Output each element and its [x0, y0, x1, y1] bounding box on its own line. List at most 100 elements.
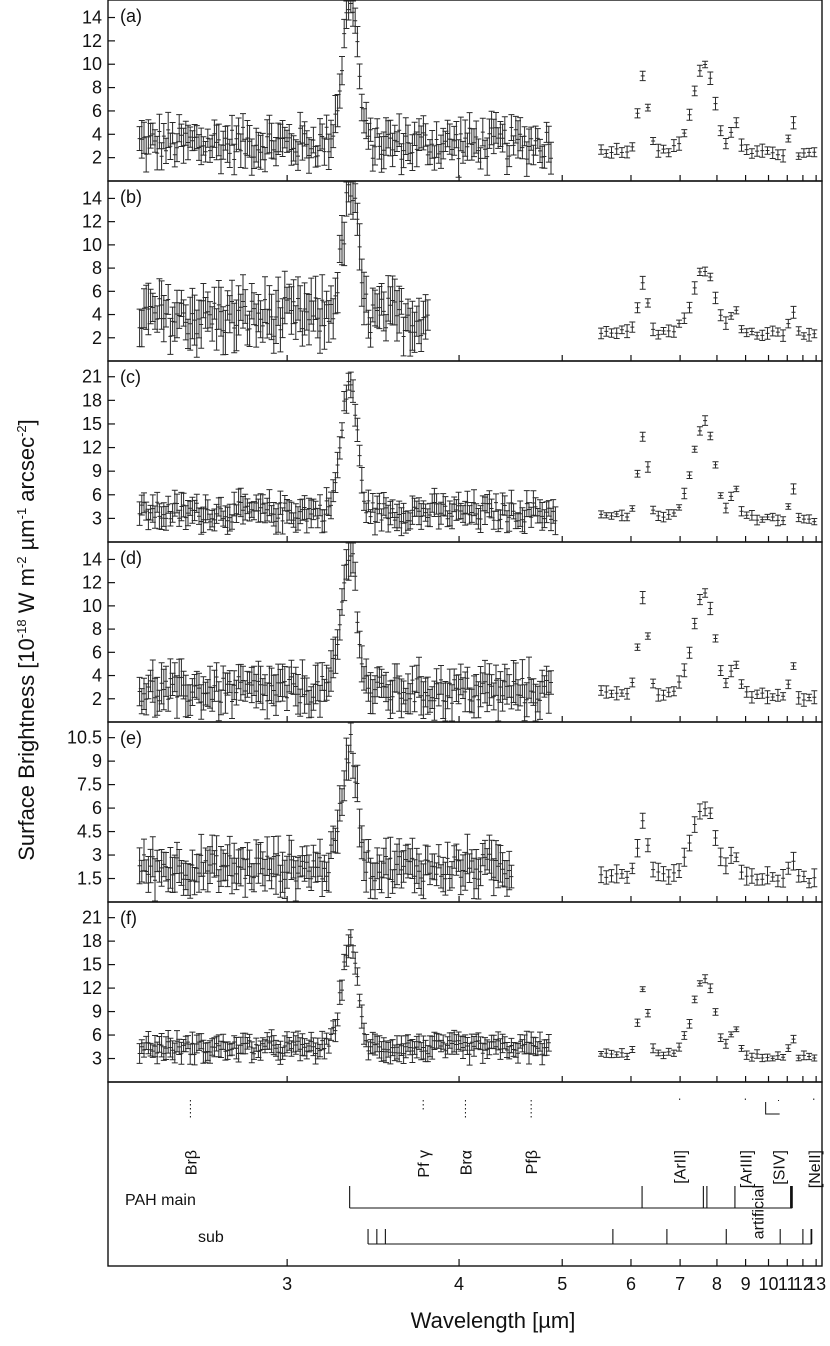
data-point — [323, 861, 330, 891]
data-point — [608, 512, 615, 520]
data-point — [769, 1055, 776, 1062]
data-point — [795, 326, 802, 336]
data-point — [176, 849, 183, 883]
panel-label: (f) — [120, 908, 137, 928]
data-point — [545, 125, 552, 163]
series-f — [136, 929, 818, 1066]
data-point — [733, 660, 740, 669]
data-point — [650, 322, 657, 337]
data-point — [266, 665, 273, 701]
data-point — [440, 493, 447, 516]
data-point — [191, 294, 198, 346]
data-point — [224, 1041, 231, 1060]
data-point — [613, 686, 620, 701]
data-point — [147, 848, 154, 884]
data-point — [354, 967, 361, 986]
data-point — [343, 181, 350, 217]
data-point — [251, 145, 257, 169]
data-point — [273, 137, 279, 167]
data-point — [402, 687, 409, 713]
data-point — [369, 1031, 376, 1054]
data-point — [398, 288, 405, 315]
data-point — [506, 850, 513, 891]
data-point — [292, 139, 299, 165]
data-point — [539, 502, 546, 531]
data-point — [143, 284, 150, 330]
data-point — [264, 119, 271, 155]
data-point — [284, 855, 290, 889]
data-point — [728, 1031, 735, 1038]
data-point — [389, 1039, 396, 1057]
data-point — [224, 125, 231, 163]
data-point — [277, 123, 284, 153]
data-point — [213, 662, 220, 692]
data-point — [429, 686, 436, 709]
data-point — [259, 494, 266, 514]
data-point — [506, 502, 513, 532]
data-point — [634, 1018, 641, 1027]
data-point — [220, 849, 227, 882]
data-point — [325, 497, 332, 516]
data-point — [277, 668, 284, 697]
data-point — [317, 684, 323, 718]
data-point — [297, 1037, 304, 1062]
data-point — [764, 513, 771, 521]
data-point — [624, 512, 631, 522]
data-point — [295, 276, 301, 321]
data-point — [176, 114, 183, 143]
data-point — [136, 501, 143, 526]
data-point — [165, 686, 172, 712]
data-point — [277, 1040, 284, 1065]
data-point — [279, 1046, 286, 1060]
data-point — [149, 122, 156, 146]
data-point — [722, 1038, 729, 1049]
data-point — [598, 510, 605, 519]
data-point — [440, 682, 447, 719]
data-point — [418, 860, 425, 896]
data-point — [378, 1041, 385, 1062]
data-point — [769, 512, 776, 522]
data-point — [178, 860, 185, 886]
data-point — [460, 1036, 466, 1059]
data-point — [707, 601, 714, 616]
y-tick-label: 12 — [82, 31, 102, 51]
line-marker-label: [ArII] — [673, 1150, 690, 1184]
data-point — [336, 436, 343, 460]
data-point — [427, 688, 433, 713]
data-point — [306, 854, 312, 888]
data-point — [681, 663, 688, 678]
data-point — [281, 270, 288, 325]
data-point — [268, 505, 275, 523]
data-point — [396, 675, 403, 712]
data-point — [691, 816, 698, 833]
data-point — [383, 117, 389, 156]
data-point — [650, 505, 657, 515]
data-point — [462, 851, 469, 891]
data-point — [336, 73, 343, 109]
data-point — [717, 125, 724, 137]
x-tick-label: 6 — [626, 1274, 636, 1294]
data-point — [240, 847, 246, 870]
data-point — [482, 496, 488, 525]
data-point — [464, 1037, 471, 1055]
y-tick-label: 4 — [92, 124, 102, 144]
data-point — [319, 274, 326, 327]
data-point — [453, 843, 460, 876]
data-point — [189, 849, 196, 881]
data-point — [608, 328, 615, 338]
data-point — [495, 127, 502, 149]
data-point — [508, 685, 515, 710]
data-point — [215, 280, 222, 330]
data-point — [196, 1033, 202, 1051]
data-point — [147, 504, 154, 521]
data-point — [754, 1049, 761, 1059]
data-point — [665, 324, 672, 338]
data-point — [207, 513, 213, 531]
data-point — [235, 285, 242, 336]
data-point — [541, 144, 548, 169]
data-point — [314, 1037, 321, 1060]
data-point — [310, 300, 317, 332]
data-point — [237, 487, 244, 518]
data-point — [233, 299, 240, 352]
data-point — [372, 507, 378, 536]
